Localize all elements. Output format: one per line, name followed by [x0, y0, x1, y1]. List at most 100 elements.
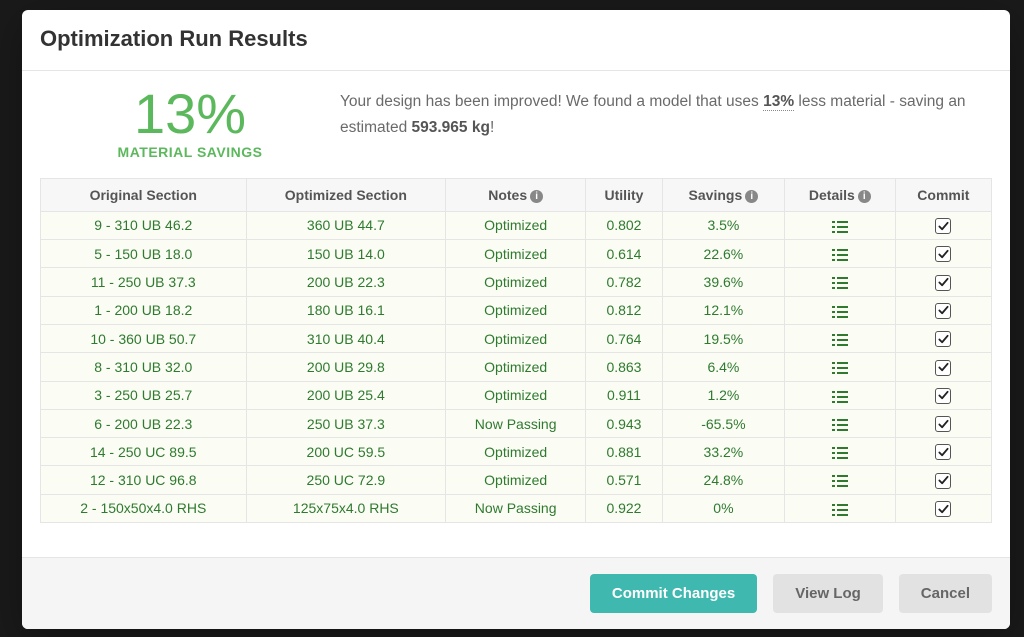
modal-title: Optimization Run Results [40, 26, 992, 52]
details-list-icon[interactable] [832, 504, 848, 516]
cell-details [785, 353, 896, 381]
table-row: 3 - 250 UB 25.7200 UB 25.4Optimized0.911… [41, 381, 992, 409]
col-original: Original Section [41, 178, 247, 211]
commit-checkbox[interactable] [935, 360, 951, 376]
table-row: 5 - 150 UB 18.0150 UB 14.0Optimized0.614… [41, 240, 992, 268]
table-row: 11 - 250 UB 37.3200 UB 22.3Optimized0.78… [41, 268, 992, 296]
cell-commit [895, 296, 991, 324]
cell-optimized: 310 UB 40.4 [246, 324, 446, 352]
commit-checkbox[interactable] [935, 331, 951, 347]
cell-optimized: 180 UB 16.1 [246, 296, 446, 324]
cell-notes: Optimized [446, 466, 586, 494]
cell-commit [895, 494, 991, 522]
cell-details [785, 409, 896, 437]
cell-optimized: 150 UB 14.0 [246, 240, 446, 268]
table-row: 1 - 200 UB 18.2180 UB 16.1Optimized0.812… [41, 296, 992, 324]
cell-savings: 6.4% [662, 353, 784, 381]
table-header-row: Original Section Optimized Section Notes… [41, 178, 992, 211]
cell-original: 9 - 310 UB 46.2 [41, 211, 247, 239]
savings-label: MATERIAL SAVINGS [40, 144, 340, 160]
commit-checkbox[interactable] [935, 303, 951, 319]
info-icon[interactable]: i [530, 190, 543, 203]
savings-percent: 13% [40, 85, 340, 144]
summary-prefix: Your design has been improved! We found … [340, 93, 763, 110]
table-row: 9 - 310 UB 46.2360 UB 44.7Optimized0.802… [41, 211, 992, 239]
col-optimized: Optimized Section [246, 178, 446, 211]
commit-checkbox[interactable] [935, 388, 951, 404]
cancel-button[interactable]: Cancel [899, 574, 992, 613]
cell-savings: 0% [662, 494, 784, 522]
cell-commit [895, 211, 991, 239]
cell-utility: 0.922 [586, 494, 663, 522]
results-table: Original Section Optimized Section Notes… [40, 178, 992, 523]
cell-optimized: 125x75x4.0 RHS [246, 494, 446, 522]
details-list-icon[interactable] [832, 391, 848, 403]
cell-commit [895, 268, 991, 296]
commit-checkbox[interactable] [935, 246, 951, 262]
col-details: Detailsi [785, 178, 896, 211]
cell-utility: 0.571 [586, 466, 663, 494]
table-row: 12 - 310 UC 96.8250 UC 72.9Optimized0.57… [41, 466, 992, 494]
cell-notes: Optimized [446, 268, 586, 296]
view-log-button[interactable]: View Log [773, 574, 883, 613]
cell-savings: 24.8% [662, 466, 784, 494]
cell-details [785, 211, 896, 239]
cell-original: 14 - 250 UC 89.5 [41, 438, 247, 466]
cell-savings: 1.2% [662, 381, 784, 409]
table-row: 10 - 360 UB 50.7310 UB 40.4Optimized0.76… [41, 324, 992, 352]
table-row: 2 - 150x50x4.0 RHS125x75x4.0 RHSNow Pass… [41, 494, 992, 522]
cell-optimized: 200 UC 59.5 [246, 438, 446, 466]
cell-notes: Optimized [446, 211, 586, 239]
details-list-icon[interactable] [832, 306, 848, 318]
results-table-wrap: Original Section Optimized Section Notes… [22, 178, 1010, 523]
cell-details [785, 324, 896, 352]
cell-commit [895, 438, 991, 466]
cell-utility: 0.614 [586, 240, 663, 268]
commit-checkbox[interactable] [935, 473, 951, 489]
details-list-icon[interactable] [832, 277, 848, 289]
details-list-icon[interactable] [832, 334, 848, 346]
cell-utility: 0.802 [586, 211, 663, 239]
cell-optimized: 250 UB 37.3 [246, 409, 446, 437]
details-list-icon[interactable] [832, 475, 848, 487]
details-list-icon[interactable] [832, 447, 848, 459]
cell-notes: Now Passing [446, 494, 586, 522]
cell-original: 1 - 200 UB 18.2 [41, 296, 247, 324]
cell-original: 3 - 250 UB 25.7 [41, 381, 247, 409]
modal-header: Optimization Run Results [22, 10, 1010, 71]
details-list-icon[interactable] [832, 249, 848, 261]
commit-checkbox[interactable] [935, 501, 951, 517]
cell-details [785, 296, 896, 324]
cell-commit [895, 324, 991, 352]
cell-commit [895, 466, 991, 494]
modal-footer: Commit Changes View Log Cancel [22, 557, 1010, 629]
cell-commit [895, 409, 991, 437]
cell-details [785, 381, 896, 409]
col-notes: Notesi [446, 178, 586, 211]
summary-row: 13% MATERIAL SAVINGS Your design has bee… [22, 71, 1010, 178]
info-icon[interactable]: i [745, 190, 758, 203]
commit-changes-button[interactable]: Commit Changes [590, 574, 757, 613]
cell-original: 12 - 310 UC 96.8 [41, 466, 247, 494]
summary-text: Your design has been improved! We found … [340, 85, 992, 140]
commit-checkbox[interactable] [935, 218, 951, 234]
col-utility: Utility [586, 178, 663, 211]
commit-checkbox[interactable] [935, 275, 951, 291]
cell-notes: Optimized [446, 240, 586, 268]
info-icon[interactable]: i [858, 190, 871, 203]
details-list-icon[interactable] [832, 221, 848, 233]
cell-commit [895, 381, 991, 409]
cell-savings: 3.5% [662, 211, 784, 239]
cell-details [785, 494, 896, 522]
commit-checkbox[interactable] [935, 416, 951, 432]
summary-suffix: ! [490, 119, 494, 136]
commit-checkbox[interactable] [935, 444, 951, 460]
cell-original: 10 - 360 UB 50.7 [41, 324, 247, 352]
details-list-icon[interactable] [832, 362, 848, 374]
summary-percent: 13% [763, 93, 794, 111]
cell-optimized: 200 UB 22.3 [246, 268, 446, 296]
col-savings: Savingsi [662, 178, 784, 211]
savings-block: 13% MATERIAL SAVINGS [40, 85, 340, 160]
cell-commit [895, 240, 991, 268]
details-list-icon[interactable] [832, 419, 848, 431]
